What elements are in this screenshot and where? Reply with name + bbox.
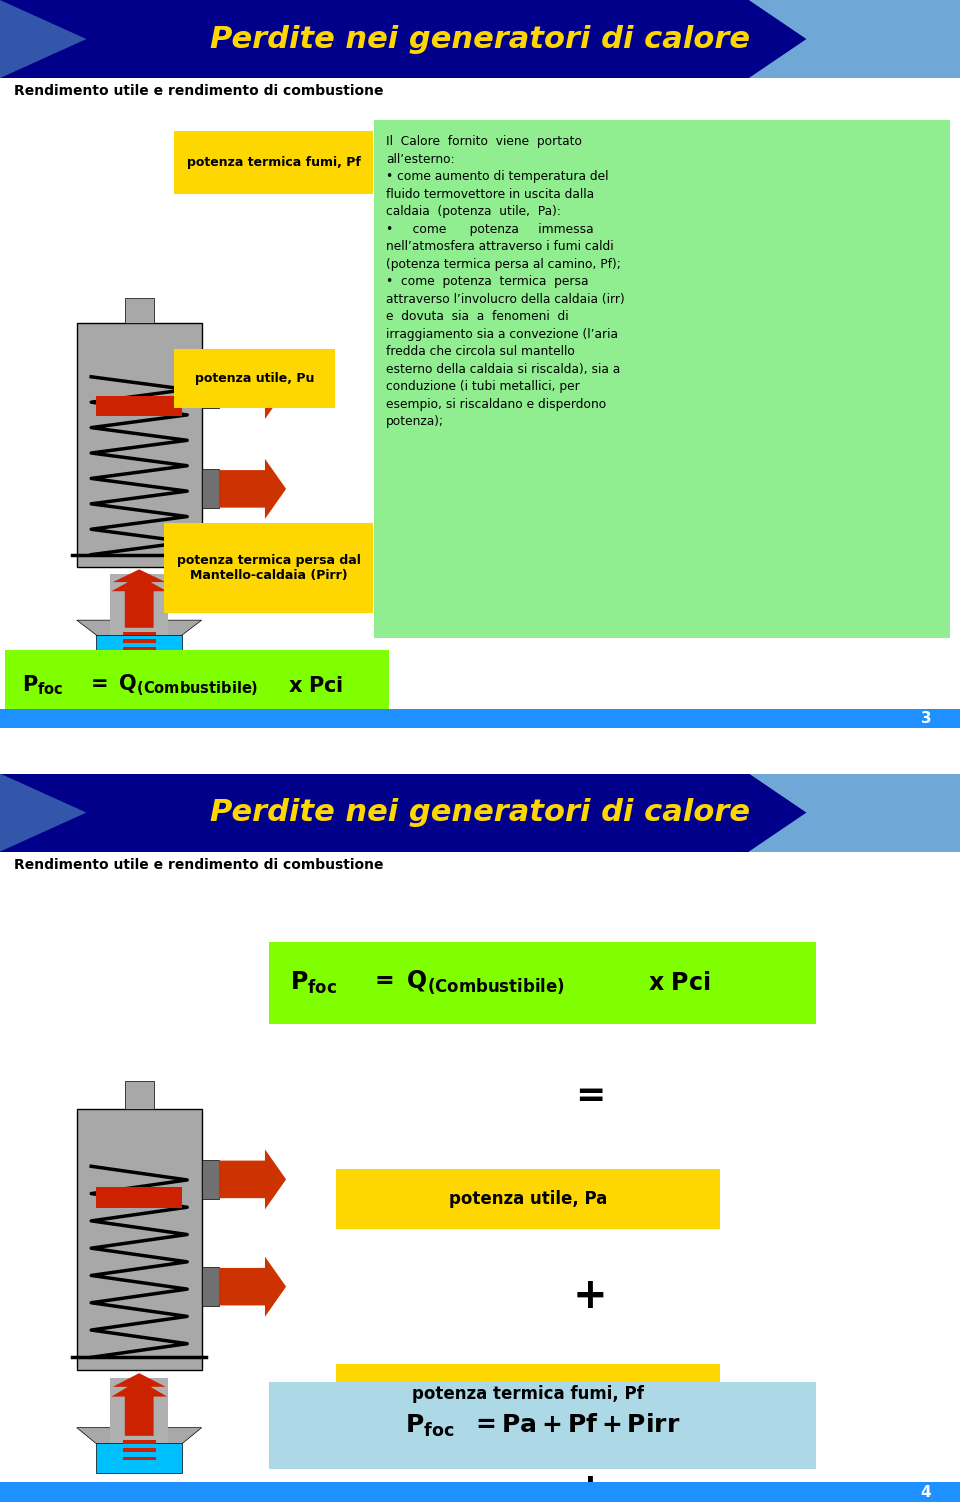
- Text: +: +: [573, 1275, 608, 1317]
- Bar: [749, 0, 960, 78]
- Text: potenza termica persa dal
Mantello-caldaia (Pirr): potenza termica persa dal Mantello-calda…: [177, 554, 361, 581]
- Text: Rendimento utile e rendimento di combustione: Rendimento utile e rendimento di combust…: [14, 858, 384, 871]
- Bar: [120, 617, 158, 653]
- Bar: [123, 1448, 156, 1452]
- Polygon shape: [0, 774, 86, 852]
- Bar: [269, 1382, 816, 1469]
- Polygon shape: [749, 774, 806, 852]
- Text: $\mathbf{x \ Pci}$: $\mathbf{x \ Pci}$: [288, 676, 344, 695]
- Bar: [96, 1443, 182, 1473]
- FancyArrow shape: [219, 1149, 286, 1209]
- Bar: [0, 709, 960, 728]
- Text: =: =: [575, 1080, 606, 1113]
- Bar: [202, 1268, 219, 1307]
- Bar: [202, 369, 219, 409]
- Text: $\mathbf{P_{foc} \ \ = Pa + Pf + Pirr}$: $\mathbf{P_{foc} \ \ = Pa + Pf + Pirr}$: [405, 1412, 680, 1439]
- Bar: [749, 774, 960, 852]
- Bar: [123, 647, 156, 650]
- Bar: [96, 1187, 182, 1208]
- Bar: [0, 1482, 960, 1502]
- Text: 3: 3: [921, 712, 931, 725]
- FancyArrow shape: [219, 1257, 286, 1317]
- Bar: [77, 1108, 202, 1370]
- FancyArrow shape: [219, 458, 286, 518]
- Bar: [123, 1440, 156, 1443]
- Bar: [123, 1457, 156, 1460]
- Text: potenza termica fumi, Pf: potenza termica fumi, Pf: [412, 1385, 644, 1403]
- FancyBboxPatch shape: [174, 348, 335, 407]
- Text: potenza termica fumi, Pf: potenza termica fumi, Pf: [186, 156, 361, 168]
- Bar: [110, 1377, 168, 1443]
- Bar: [0, 728, 960, 774]
- Bar: [5, 650, 389, 721]
- FancyArrow shape: [113, 1373, 165, 1422]
- Polygon shape: [77, 620, 202, 653]
- Bar: [269, 942, 816, 1024]
- Text: Rendimento utile e rendimento di combustione: Rendimento utile e rendimento di combust…: [14, 84, 384, 98]
- Text: $\mathbf{x \ Pci}$: $\mathbf{x \ Pci}$: [648, 972, 710, 994]
- Bar: [125, 1081, 154, 1108]
- Bar: [202, 469, 219, 508]
- Text: +: +: [573, 1470, 608, 1502]
- Bar: [0, 774, 960, 852]
- Bar: [202, 1160, 219, 1199]
- Text: potenza utile, Pa: potenza utile, Pa: [449, 1190, 607, 1208]
- Bar: [123, 640, 156, 643]
- Bar: [336, 1169, 720, 1229]
- Bar: [374, 120, 950, 638]
- FancyArrow shape: [111, 575, 167, 628]
- Bar: [120, 1425, 158, 1463]
- Bar: [123, 632, 156, 635]
- Bar: [336, 1364, 720, 1424]
- FancyBboxPatch shape: [174, 131, 373, 194]
- Bar: [96, 635, 182, 664]
- Text: $\mathbf{= \ Q_{(Combustibile)}}$: $\mathbf{= \ Q_{(Combustibile)}}$: [86, 673, 259, 698]
- Text: Il  Calore  fornito  viene  portato
all’esterno:
• come aumento di temperatura d: Il Calore fornito viene portato all’este…: [386, 135, 625, 428]
- FancyBboxPatch shape: [164, 523, 373, 613]
- FancyArrow shape: [111, 1380, 167, 1436]
- Polygon shape: [0, 0, 86, 78]
- Bar: [77, 323, 202, 566]
- Bar: [110, 574, 168, 635]
- FancyArrow shape: [219, 359, 286, 419]
- Text: $\mathbf{= \ Q_{(Combustibile)}}$: $\mathbf{= \ Q_{(Combustibile)}}$: [370, 969, 564, 997]
- Text: potenza utile, Pu: potenza utile, Pu: [195, 372, 314, 385]
- Bar: [96, 397, 182, 416]
- FancyArrow shape: [113, 569, 165, 616]
- Polygon shape: [77, 1428, 202, 1463]
- Bar: [0, 0, 960, 78]
- Text: Perdite nei generatori di calore: Perdite nei generatori di calore: [210, 798, 750, 828]
- Text: $\mathbf{P_{foc}}$: $\mathbf{P_{foc}}$: [22, 674, 63, 697]
- Bar: [125, 297, 154, 323]
- Text: 4: 4: [921, 1485, 931, 1499]
- Text: $\mathbf{P_{foc}}$: $\mathbf{P_{foc}}$: [290, 970, 337, 996]
- Polygon shape: [749, 0, 806, 78]
- Text: Perdite nei generatori di calore: Perdite nei generatori di calore: [210, 24, 750, 54]
